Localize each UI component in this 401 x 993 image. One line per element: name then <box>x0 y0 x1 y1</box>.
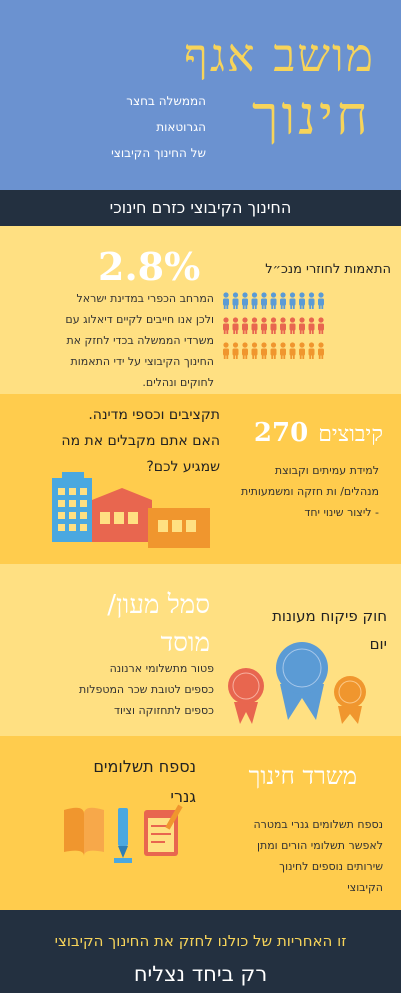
section1-heading: התאמות לחוזרי מנכ״ל <box>265 262 391 277</box>
institution-title: סמל מעון/ מוסד <box>30 586 210 662</box>
body-line: נספח תשלומים גנרי במטרה <box>253 818 383 831</box>
percent-stat: 2.8% <box>98 244 201 289</box>
heading-line: האם אתם מקבלים את מה <box>61 433 220 449</box>
ministry-body: נספח תשלומים גנרי במטרה לאפשר תשלומי הור… <box>233 814 383 898</box>
heading-line: שמגיע לכם? <box>146 459 220 475</box>
title-line: גנרי <box>170 787 196 806</box>
people-row-blue <box>223 292 324 309</box>
law-title: חוק פיקוח מעונות יום <box>272 602 387 658</box>
heading-line: תקציבים וכספי מדינה. <box>88 407 220 423</box>
pen-icon <box>114 808 132 863</box>
buildings-illustration <box>52 472 210 548</box>
title-line: סמל מעון/ <box>107 590 210 620</box>
law-line: חוק פיקוח מעונות <box>272 607 387 625</box>
award-badges <box>228 642 366 724</box>
header-section: מושב אגף חינוך הממשלה בחצר הגרוטאות של ה… <box>0 0 401 190</box>
ministry-title: משרד חינוך <box>248 762 357 790</box>
footer-line-2: רק ביחד נצליח <box>133 962 268 986</box>
title-line: מוסד <box>160 628 210 658</box>
title-line-1: מושב אגף <box>183 28 375 82</box>
section-institution: סמל מעון/ מוסד פטור מתשלומי ארנונה כספים… <box>0 564 401 736</box>
body-line: הקיבוצי <box>347 881 383 894</box>
people-row-red <box>223 317 324 334</box>
payments-title: נספח תשלומים גנרי <box>26 752 196 812</box>
body-line: ולכן אנו חייבים לקיים דיאלוג עם <box>65 313 214 326</box>
section-percent: 2.8% התאמות לחוזרי מנכ״ל המרחב הכפרי במד… <box>0 226 401 394</box>
body-line: כספים לתחזוקה וציוד <box>113 704 214 717</box>
body-line: לחוקים ונהלים. <box>142 376 214 389</box>
section-budget: תקציבים וכספי מדינה. האם אתם מקבלים את מ… <box>0 394 401 564</box>
people-icons <box>223 292 324 359</box>
body-line: מנהלים/ ות חזקה ומשמעותית <box>240 485 379 498</box>
kibbutz-stat: קיבוצים 270 <box>254 418 383 448</box>
law-line: יום <box>369 635 387 653</box>
people-row-orange <box>223 342 324 359</box>
stream-banner: החינוך הקיבוצי כזרם חינוכי <box>0 190 401 226</box>
subtitle: הממשלה בחצר הגרוטאות של החינוך הקיבוצי <box>16 88 206 166</box>
body-line: פטור מתשלומי ארנונה <box>109 662 214 675</box>
subtitle-line: של החינוך הקיבוצי <box>111 146 206 160</box>
institution-body: פטור מתשלומי ארנונה כספים לטובת שכר המטפ… <box>44 658 214 721</box>
body-line: למידת עמיתים וקבוצת <box>274 464 379 477</box>
footer-section: זו האחריות של כולנו לחזק את החינוך הקיבו… <box>0 910 401 993</box>
stationery-icons <box>64 804 183 863</box>
kibbutz-number: 270 <box>253 418 309 448</box>
kibbutz-body: למידת עמיתים וקבוצת מנהלים/ ות חזקה ומשמ… <box>219 460 379 523</box>
body-line: לאפשר תשלומי הורים ומתן <box>256 839 383 852</box>
notepad-icon <box>144 804 183 856</box>
subtitle-line: הממשלה בחצר <box>126 94 206 108</box>
badge-red <box>228 668 264 724</box>
badge-blue <box>276 642 328 720</box>
budget-heading: תקציבים וכספי מדינה. האם אתם מקבלים את מ… <box>12 402 220 480</box>
title-line: נספח תשלומים <box>93 757 196 776</box>
body-line: כספים לטובת שכר המטפלות <box>78 683 214 696</box>
section1-body: המרחב הכפרי במדינת ישראל ולכן אנו חייבים… <box>14 288 214 393</box>
subtitle-line: הגרוטאות <box>156 120 206 134</box>
badge-orange <box>334 676 366 724</box>
body-line: משרדי הממשלה בכדי לחזק את <box>66 334 214 347</box>
kibbutz-label: קיבוצים <box>318 422 383 447</box>
body-line: החינוך הקיבוצי על ידי התאמות <box>70 355 214 368</box>
body-line: - ליצור שינוי יחד <box>304 506 379 519</box>
body-line: המרחב הכפרי במדינת ישראל <box>76 292 214 305</box>
section-education-ministry: נספח תשלומים גנרי משרד חינוך נספח תשלומי… <box>0 736 401 910</box>
footer-line-1: זו האחריות של כולנו לחזק את החינוך הקיבו… <box>54 932 347 950</box>
body-line: שירותים נוספים לחינוך <box>279 860 383 873</box>
book-icon <box>64 807 104 856</box>
title-line-2: חינוך <box>251 84 371 147</box>
